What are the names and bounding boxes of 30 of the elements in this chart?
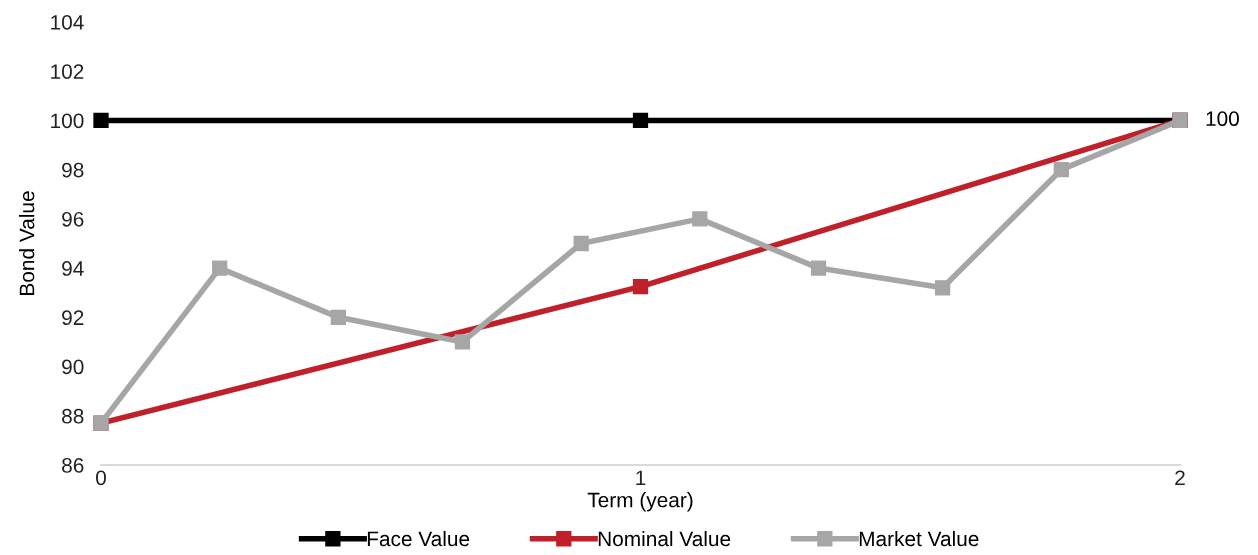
y-tick-label: 90 — [62, 359, 84, 375]
y-tick-label: 102 — [51, 64, 84, 79]
y-tick-label: 96 — [62, 211, 84, 227]
legend-label: Face Value — [367, 530, 470, 547]
x-tick-label: 2 — [1175, 470, 1185, 485]
y-tick-label: 104 — [51, 15, 84, 30]
y-tick-label: 86 — [62, 458, 84, 473]
point — [330, 309, 347, 325]
point — [934, 280, 951, 296]
x-tick-label: 0 — [96, 470, 106, 486]
legend-label: Nominal Value — [598, 530, 731, 547]
y-tick-label: 98 — [62, 162, 84, 178]
y-tick-label: 94 — [62, 261, 84, 276]
legend-label: Market Value — [859, 530, 979, 547]
y-tick-label: 88 — [62, 408, 84, 424]
annotation: 100 — [1206, 111, 1239, 127]
y-axis-title: Bond Value — [19, 191, 35, 295]
x-axis-title: Term (year) — [587, 492, 693, 512]
y-tick-label: 100 — [51, 113, 84, 129]
x-tick-label: 1 — [636, 470, 646, 485]
point — [692, 211, 708, 227]
point — [573, 235, 589, 252]
point — [632, 278, 649, 295]
point — [810, 260, 827, 276]
point — [454, 334, 471, 350]
point — [93, 112, 109, 129]
y-tick-label: 92 — [62, 310, 84, 326]
point — [1053, 162, 1069, 178]
point — [212, 260, 228, 276]
point — [632, 112, 649, 129]
